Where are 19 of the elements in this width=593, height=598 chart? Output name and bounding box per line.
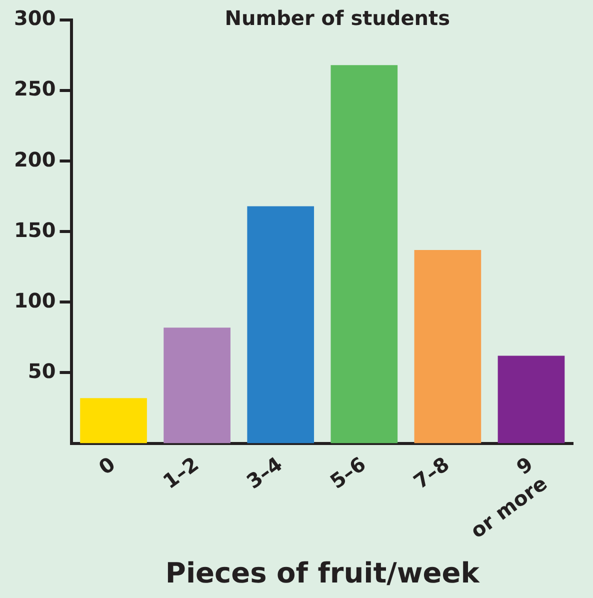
y-tick-label: 250 [14,76,56,101]
bar [414,250,482,444]
bar [498,356,565,444]
x-tick-label: 1–2 [158,452,204,494]
y-tick-label: 150 [14,218,56,242]
x-axis-title: Pieces of fruit/week [165,556,481,590]
bar [164,328,230,444]
x-tick-label: 7–8 [409,452,454,494]
bar [330,65,398,444]
bar [80,398,147,444]
y-tick-label: 50 [28,358,56,383]
y-tick-label: 300 [14,6,56,30]
x-tick-label: 5–6 [325,452,370,494]
y-axis-title: Number of students [224,6,450,30]
x-tick-label: 3–4 [242,452,287,494]
x-tick-label: 0 [94,452,120,480]
y-tick-label: 200 [14,147,56,172]
bar [247,206,314,444]
y-tick-label: 100 [14,288,56,312]
